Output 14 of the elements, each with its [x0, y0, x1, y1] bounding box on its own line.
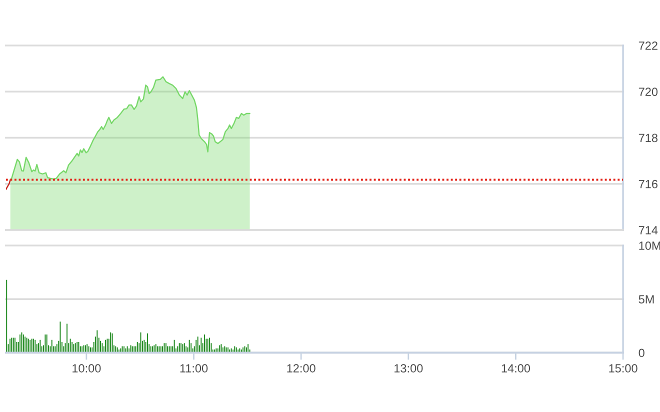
y-tick-label: 716	[638, 180, 658, 188]
y-tick-label: 714	[638, 226, 658, 234]
y-tick-label: 10M	[639, 242, 660, 250]
x-tick-label: 10:00	[72, 364, 101, 372]
y-tick-label: 0	[638, 348, 644, 358]
x-tick-label: 14:00	[502, 364, 530, 372]
y-tick-label: 720	[638, 88, 658, 96]
x-tick-label: 13:00	[394, 364, 423, 372]
y-tick-label: 722	[638, 42, 658, 50]
x-tick-label: 12:00	[287, 364, 316, 372]
x-tick-label: 11:00	[180, 364, 208, 372]
x-tick-label: 15:00	[609, 364, 638, 372]
y-tick-label: 718	[638, 134, 658, 142]
y-tick-label: 5M	[638, 295, 654, 304]
